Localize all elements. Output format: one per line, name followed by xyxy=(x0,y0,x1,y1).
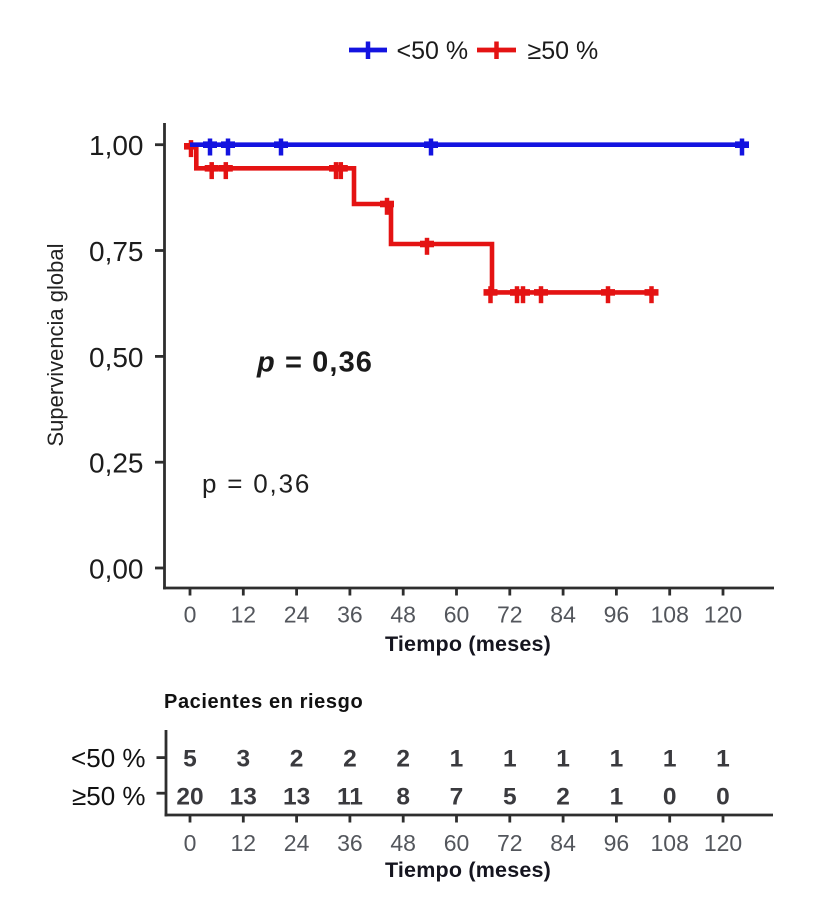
svg-text:60: 60 xyxy=(444,830,470,856)
svg-text:2: 2 xyxy=(290,746,304,773)
svg-text:0: 0 xyxy=(184,602,197,628)
svg-text:1: 1 xyxy=(503,746,517,773)
svg-text:≥50 %: ≥50 % xyxy=(528,37,599,65)
svg-text:108: 108 xyxy=(651,830,689,856)
svg-text:24: 24 xyxy=(284,602,310,628)
svg-text:5: 5 xyxy=(183,746,197,773)
svg-text:≥50 %: ≥50 % xyxy=(72,781,146,811)
svg-text:1: 1 xyxy=(663,746,677,773)
svg-text:0: 0 xyxy=(663,784,677,811)
svg-text:8: 8 xyxy=(396,784,410,811)
svg-text:12: 12 xyxy=(231,602,257,628)
svg-text:Pacientes en riesgo: Pacientes en riesgo xyxy=(164,691,363,713)
svg-text:1: 1 xyxy=(610,784,624,811)
svg-text:36: 36 xyxy=(337,602,363,628)
svg-text:1: 1 xyxy=(610,746,624,773)
svg-text:0: 0 xyxy=(716,784,730,811)
svg-text:Supervivencia global: Supervivencia global xyxy=(43,243,68,446)
svg-text:11: 11 xyxy=(337,784,363,811)
svg-text:120: 120 xyxy=(704,830,742,856)
svg-text:1,00: 1,00 xyxy=(89,130,144,161)
svg-text:72: 72 xyxy=(497,830,523,856)
svg-text:Tiempo (meses): Tiempo (meses) xyxy=(385,632,551,656)
svg-text:<50 %: <50 % xyxy=(71,743,145,773)
svg-text:2: 2 xyxy=(396,746,410,773)
svg-text:48: 48 xyxy=(390,830,416,856)
svg-text:p = 0,36: p = 0,36 xyxy=(256,347,373,379)
svg-text:72: 72 xyxy=(497,602,523,628)
svg-text:1: 1 xyxy=(716,746,730,773)
svg-text:2: 2 xyxy=(343,746,357,773)
svg-text:0,25: 0,25 xyxy=(89,448,144,479)
svg-text:84: 84 xyxy=(550,602,576,628)
svg-text:3: 3 xyxy=(236,746,250,773)
svg-text:Tiempo (meses): Tiempo (meses) xyxy=(385,858,551,882)
svg-text:96: 96 xyxy=(604,602,630,628)
svg-text:7: 7 xyxy=(450,784,464,811)
svg-text:84: 84 xyxy=(550,830,576,856)
svg-text:1: 1 xyxy=(556,746,570,773)
svg-text:20: 20 xyxy=(176,784,203,811)
svg-text:<50 %: <50 % xyxy=(397,37,469,65)
svg-text:p = 0,36: p = 0,36 xyxy=(202,469,311,499)
svg-text:0,00: 0,00 xyxy=(89,554,144,585)
svg-text:1: 1 xyxy=(450,746,464,773)
svg-text:12: 12 xyxy=(231,830,257,856)
svg-text:2: 2 xyxy=(556,784,570,811)
svg-text:36: 36 xyxy=(337,830,363,856)
svg-text:0,75: 0,75 xyxy=(89,236,144,267)
svg-text:0: 0 xyxy=(184,830,197,856)
svg-text:96: 96 xyxy=(604,830,630,856)
svg-text:13: 13 xyxy=(230,784,257,811)
svg-text:60: 60 xyxy=(444,602,470,628)
svg-text:48: 48 xyxy=(390,602,416,628)
svg-text:5: 5 xyxy=(503,784,517,811)
svg-text:108: 108 xyxy=(651,602,689,628)
svg-text:0,50: 0,50 xyxy=(89,342,144,373)
svg-text:13: 13 xyxy=(283,784,310,811)
svg-text:24: 24 xyxy=(284,830,310,856)
svg-text:120: 120 xyxy=(704,602,742,628)
